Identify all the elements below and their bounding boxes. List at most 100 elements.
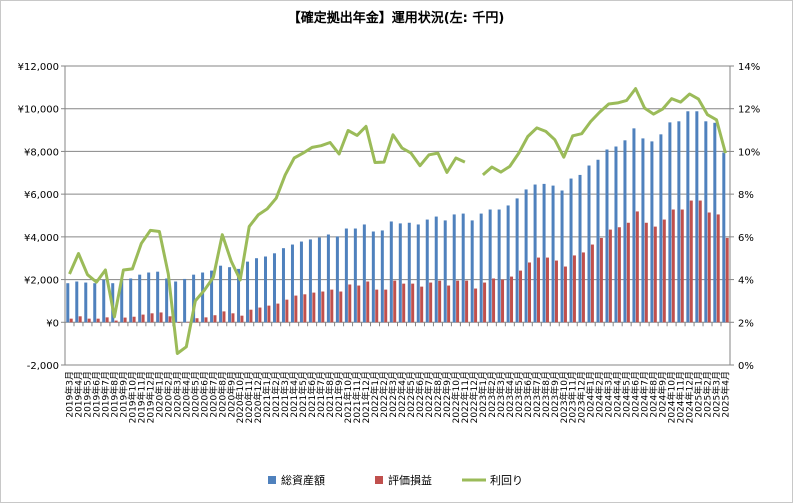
bar-total-assets xyxy=(542,183,546,323)
bar-total-assets xyxy=(722,152,726,323)
x-tick-label: 2020年11月 xyxy=(243,371,255,423)
bars xyxy=(66,111,729,323)
x-tick-label: 2023年11月 xyxy=(567,371,579,423)
x-tick-label: 2020年7月 xyxy=(207,371,219,418)
x-tick-label: 2024年4月 xyxy=(612,371,624,418)
x-tick-label: 2021年5月 xyxy=(297,371,309,418)
x-tick-label: 2025年3月 xyxy=(711,371,723,418)
bar-total-assets xyxy=(704,121,708,323)
bar-total-assets xyxy=(578,174,582,323)
bar-valuation-gain xyxy=(294,295,298,323)
bar-total-assets xyxy=(210,270,214,323)
bar-valuation-gain xyxy=(554,260,558,323)
bar-total-assets xyxy=(255,258,259,323)
x-tick-label: 2021年6月 xyxy=(306,371,318,418)
y-right-tick-label: 12% xyxy=(738,105,760,116)
bar-total-assets xyxy=(713,122,717,323)
bar-valuation-gain xyxy=(707,212,711,323)
legend: 総資産額 評価損益 利回り xyxy=(268,473,523,487)
x-tick-label: 2022年10月 xyxy=(450,371,462,423)
bar-total-assets xyxy=(344,228,348,323)
x-tick-label: 2019年9月 xyxy=(117,371,129,418)
bar-valuation-gain xyxy=(69,318,73,323)
bar-valuation-gain xyxy=(465,280,469,323)
bar-valuation-gain xyxy=(321,291,325,323)
bar-total-assets xyxy=(120,280,124,323)
bar-total-assets xyxy=(165,278,169,323)
x-tick-label: 2019年3月 xyxy=(63,371,75,418)
x-tick-label: 2025年2月 xyxy=(702,371,714,418)
x-tick-label: 2020年8月 xyxy=(216,371,228,418)
x-tick-label: 2021年10月 xyxy=(342,371,354,423)
bar-valuation-gain xyxy=(204,317,208,323)
x-tick-label: 2021年1月 xyxy=(261,371,273,418)
x-tick-label: 2023年2月 xyxy=(486,371,498,418)
x-tick-label: 2024年11月 xyxy=(675,371,687,423)
bar-total-assets xyxy=(326,234,330,323)
bar-total-assets xyxy=(632,128,636,323)
bar-total-assets xyxy=(308,239,312,323)
bar-total-assets xyxy=(237,268,241,323)
x-tick-label: 2022年2月 xyxy=(378,371,390,418)
x-tick-label: 2024年1月 xyxy=(585,371,597,418)
bar-total-assets xyxy=(434,216,438,323)
x-tick-label: 2024年2月 xyxy=(594,371,606,418)
x-tick-label: 2024年8月 xyxy=(648,371,660,418)
x-tick-label: 2025年1月 xyxy=(693,371,705,418)
bar-valuation-gain xyxy=(231,313,235,323)
bar-total-assets xyxy=(605,149,609,323)
x-tick-label: 2021年7月 xyxy=(315,371,327,418)
x-tick-label: 2023年7月 xyxy=(531,371,543,418)
bar-valuation-gain xyxy=(528,262,532,323)
bar-valuation-gain xyxy=(285,299,289,323)
x-tick-label: 2022年8月 xyxy=(432,371,444,418)
bar-valuation-gain xyxy=(132,316,136,323)
bar-total-assets xyxy=(686,111,690,323)
bar-valuation-gain xyxy=(581,252,585,323)
y-right-tick-label: 14% xyxy=(738,62,760,73)
x-tick-label: 2020年4月 xyxy=(180,371,192,418)
bar-total-assets xyxy=(192,274,196,323)
legend-label-valuation-gain: 評価損益 xyxy=(388,473,432,487)
x-tick-label: 2023年4月 xyxy=(504,371,516,418)
y-left-tick-label: ¥2,000 xyxy=(24,276,59,287)
bar-valuation-gain xyxy=(698,200,702,323)
bar-total-assets xyxy=(183,278,187,323)
bar-total-assets xyxy=(317,237,321,323)
bar-valuation-gain xyxy=(563,266,567,323)
x-tick-label: 2019年12月 xyxy=(144,371,156,423)
bar-total-assets xyxy=(246,261,250,323)
bar-total-assets xyxy=(551,185,555,323)
bar-valuation-gain xyxy=(519,270,523,323)
bar-total-assets xyxy=(497,209,501,323)
bar-total-assets xyxy=(75,281,79,323)
bar-valuation-gain xyxy=(474,288,478,323)
bar-valuation-gain xyxy=(680,209,684,323)
x-tick-label: 2024年3月 xyxy=(603,371,615,418)
x-tick-label: 2019年6月 xyxy=(90,371,102,418)
x-tick-label: 2020年3月 xyxy=(171,371,183,418)
yield-line-segment xyxy=(68,124,466,355)
legend-label-total-assets: 総資産額 xyxy=(281,473,325,487)
bar-valuation-gain xyxy=(105,317,109,323)
x-tick-label: 2021年8月 xyxy=(324,371,336,418)
x-tick-label: 2019年8月 xyxy=(108,371,120,418)
bar-total-assets xyxy=(641,138,645,323)
bar-total-assets xyxy=(335,236,339,323)
x-tick-label: 2021年11月 xyxy=(351,371,363,423)
x-tick-label: 2024年12月 xyxy=(684,371,696,423)
bar-valuation-gain xyxy=(186,321,190,323)
x-tick-label: 2022年7月 xyxy=(423,371,435,418)
bar-valuation-gain xyxy=(447,285,451,323)
x-tick-label: 2021年12月 xyxy=(360,371,372,423)
x-tick-label: 2020年6月 xyxy=(198,371,210,418)
bar-valuation-gain xyxy=(366,281,370,323)
x-tick-label: 2023年6月 xyxy=(522,371,534,418)
bar-valuation-gain xyxy=(168,316,172,323)
bar-valuation-gain xyxy=(267,305,271,323)
bar-valuation-gain xyxy=(339,291,343,323)
bar-valuation-gain xyxy=(258,307,262,323)
bar-total-assets xyxy=(587,165,591,323)
x-tick-label: 2023年3月 xyxy=(495,371,507,418)
bar-valuation-gain xyxy=(141,314,145,323)
